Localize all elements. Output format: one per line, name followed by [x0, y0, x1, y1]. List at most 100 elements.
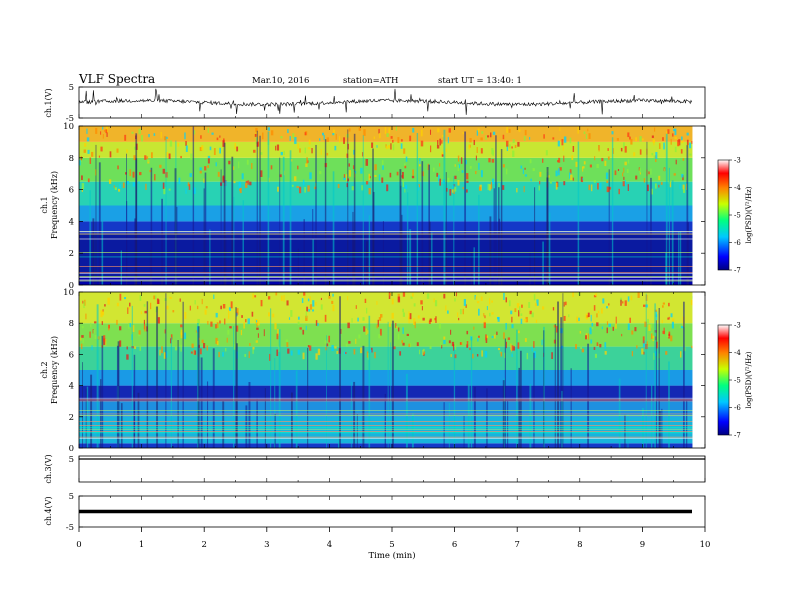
psd-speckle: [191, 343, 194, 348]
psd-speckle: [400, 143, 403, 149]
impulse-streak: [405, 373, 408, 448]
psd-speckle: [391, 298, 394, 305]
psd-speckle: [336, 350, 339, 354]
impulse-streak: [686, 145, 689, 285]
psd-speckle: [596, 342, 599, 346]
psd-speckle: [270, 130, 274, 136]
psd-speckle: [165, 351, 168, 358]
psd-speckle: [116, 302, 119, 307]
psd-speckle: [533, 294, 536, 301]
psd-speckle: [582, 166, 584, 172]
psd-speckle: [379, 133, 381, 139]
psd-speckle: [409, 135, 412, 142]
ch1-colorbar-label: log(PSD)(V²/Hz): [745, 186, 753, 243]
psd-speckle: [400, 139, 403, 142]
psd-speckle: [160, 131, 162, 139]
psd-speckle: [532, 168, 535, 172]
psd-speckle: [480, 170, 483, 178]
psd-speckle: [630, 139, 633, 145]
psd-speckle: [103, 129, 106, 132]
ch3-ylabel: ch.3(V): [44, 454, 53, 483]
psd-speckle: [397, 327, 400, 332]
psd-speckle: [438, 323, 441, 329]
psd-speckle: [276, 144, 280, 151]
psd-speckle: [514, 144, 517, 149]
impulse-streak: [486, 388, 488, 448]
psd-speckle: [631, 351, 634, 357]
psd-speckle: [119, 340, 122, 347]
psd-speckle: [575, 161, 578, 167]
impulse-streak: [362, 135, 364, 285]
psd-speckle: [462, 308, 464, 315]
ch1-yticks: 5 -5: [66, 83, 83, 124]
psd-speckle: [409, 313, 412, 320]
psd-speckle: [108, 324, 110, 329]
psd-speckle: [378, 128, 380, 134]
psd-speckle: [172, 310, 175, 313]
psd-speckle: [129, 323, 132, 328]
psd-speckle: [133, 155, 136, 161]
impulse-streak: [352, 211, 354, 285]
psd-speckle: [363, 129, 366, 136]
psd-speckle: [283, 294, 285, 302]
psd-speckle: [213, 294, 215, 300]
spectral-band: [79, 346, 693, 370]
psd-speckle: [596, 313, 598, 318]
psd-speckle: [240, 329, 243, 336]
spectral-band: [79, 292, 693, 324]
impulse-streak: [233, 325, 235, 448]
psd-speckle: [320, 149, 322, 155]
psd-speckle: [552, 137, 555, 140]
psd-speckle: [654, 127, 656, 132]
psd-speckle: [668, 302, 670, 307]
psd-speckle: [104, 304, 106, 307]
psd-speckle: [207, 127, 209, 133]
psd-speckle: [216, 137, 219, 141]
psd-speckle: [441, 134, 444, 137]
colorbar-tick-label-1: -4: [734, 184, 741, 192]
psd-speckle: [397, 296, 401, 303]
impulse-streak: [587, 343, 590, 448]
psd-speckle: [452, 344, 455, 351]
psd-speckle: [102, 126, 104, 130]
psd-speckle: [168, 153, 171, 160]
psd-speckle: [190, 153, 193, 160]
psd-speckle: [101, 321, 103, 325]
psd-speckle: [366, 307, 368, 314]
psd-speckle: [590, 314, 592, 322]
psd-speckle: [682, 189, 686, 193]
psd-speckle: [168, 188, 171, 191]
impulse-streak: [411, 413, 414, 448]
psd-speckle: [219, 320, 221, 324]
psd-speckle: [80, 337, 82, 341]
psd-speckle: [429, 318, 432, 322]
psd-speckle: [189, 173, 192, 178]
psd-speckle: [443, 293, 446, 299]
psd-speckle: [606, 180, 609, 184]
psd-speckle: [455, 292, 457, 297]
psd-speckle: [481, 350, 483, 357]
impulse-streak: [203, 188, 205, 285]
psd-speckle: [195, 330, 198, 333]
psd-speckle: [489, 312, 491, 317]
psd-speckle: [392, 139, 394, 143]
spectral-band: [79, 141, 693, 158]
psd-speckle: [309, 304, 313, 310]
psd-speckle: [219, 147, 221, 154]
psd-speckle: [448, 128, 451, 133]
impulse-streak: [618, 378, 621, 448]
impulse-streak: [174, 168, 177, 285]
psd-speckle: [679, 351, 682, 358]
psd-speckle: [460, 157, 463, 164]
freq-tick-label-4: 8: [69, 319, 74, 329]
impulse-streak: [134, 218, 137, 285]
psd-speckle: [348, 341, 351, 344]
impulse-streak: [236, 343, 238, 448]
impulse-streak: [627, 413, 629, 448]
psd-speckle: [506, 126, 509, 133]
psd-speckle: [358, 127, 361, 131]
psd-speckle: [386, 133, 389, 138]
psd-speckle: [206, 345, 209, 351]
psd-speckle: [215, 324, 217, 329]
psd-speckle: [466, 330, 469, 335]
